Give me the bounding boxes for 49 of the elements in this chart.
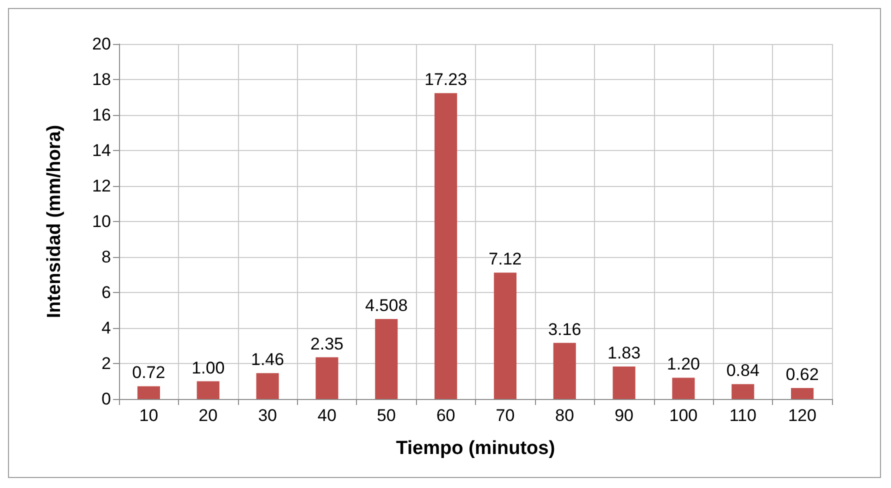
y-axis-title: Intensidad (mm/hora) (44, 124, 65, 318)
x-tick-label: 120 (788, 406, 816, 425)
y-tick-label: 20 (92, 34, 111, 54)
x-tick-label: 80 (555, 406, 574, 425)
bar (196, 381, 220, 399)
bar (256, 373, 279, 399)
x-tick-label: 50 (376, 406, 396, 425)
y-tick-label: 18 (92, 70, 111, 89)
x-tick-label: 60 (436, 406, 456, 425)
data-label: 0.72 (132, 363, 166, 382)
x-tick-label: 20 (198, 406, 218, 425)
x-tick-label: 90 (614, 406, 634, 425)
x-tick-label: 10 (139, 406, 158, 425)
y-tick-label: 12 (92, 176, 111, 196)
bar (434, 93, 458, 399)
x-tick-label: 110 (729, 406, 756, 425)
data-label: 1.46 (250, 350, 284, 370)
bar (612, 366, 636, 399)
y-tick-label: 2 (102, 354, 111, 373)
data-label: 0.62 (786, 364, 819, 384)
x-axis-title: Tiempo (minutos) (396, 438, 556, 459)
y-tick-label: 14 (92, 141, 111, 160)
bar (137, 386, 160, 399)
y-tick-label: 0 (102, 390, 111, 408)
x-tick-label: 40 (317, 406, 336, 425)
y-tick-label: 10 (92, 212, 111, 231)
data-label: 4.508 (365, 296, 408, 315)
y-tick-label: 8 (102, 248, 111, 266)
x-tick-label: 30 (258, 406, 278, 425)
data-label: 2.35 (310, 334, 344, 354)
data-label: 1.20 (666, 354, 700, 374)
data-label: 7.12 (488, 250, 522, 269)
bar (316, 357, 338, 399)
bar (553, 342, 576, 399)
bar (791, 388, 814, 399)
data-label: 1.00 (192, 358, 225, 378)
data-label: 3.16 (548, 320, 582, 339)
x-tick-label: 70 (496, 406, 515, 425)
data-label: 0.84 (726, 361, 760, 380)
y-tick-label: 4 (102, 318, 111, 338)
y-tick-label: 16 (92, 106, 111, 124)
bar (375, 318, 398, 399)
data-label: 1.83 (607, 344, 641, 363)
bar (732, 384, 754, 399)
data-label: 17.23 (424, 70, 468, 90)
bar (672, 378, 695, 399)
y-tick-label: 6 (102, 283, 111, 302)
x-tick-label: 100 (669, 406, 698, 425)
bar (494, 272, 516, 399)
